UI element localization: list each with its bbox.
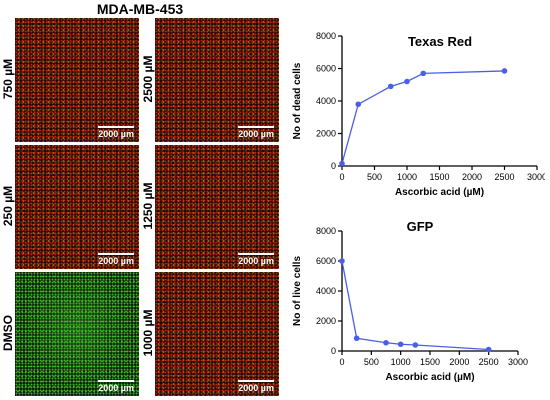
y-axis-label: No of dead cells (292, 62, 303, 139)
micrograph-750: 2000 µm (15, 18, 139, 142)
scale-label: 2000 µm (238, 129, 274, 139)
chart-title: Texas Red (408, 34, 472, 49)
scale-bar: 2000 µm (98, 380, 134, 393)
micrograph-1000: 2000 µm (155, 272, 279, 396)
micrograph-dmso: 2000 µm (15, 272, 139, 396)
figure-title: MDA-MB-453 (96, 1, 184, 17)
texas-red-data-point (420, 70, 427, 77)
y-tick-label: 6000 (316, 64, 336, 74)
x-tick-label: 1000 (397, 172, 417, 182)
y-tick-label: 8000 (316, 31, 336, 41)
texas-red-data-point (387, 83, 394, 90)
panel-label-1250: 1250 µM (141, 182, 155, 230)
x-axis-label: Ascorbic acid (µM) (385, 372, 474, 383)
panel-label-2500: 2500 µM (141, 55, 155, 103)
scale-label: 2000 µm (98, 383, 134, 393)
x-tick-label: 1000 (391, 357, 411, 367)
x-tick-label: 2500 (479, 357, 499, 367)
x-tick-label: 3000 (527, 172, 545, 182)
gfp-data-point (485, 346, 492, 353)
y-tick-label: 2000 (316, 316, 336, 326)
gfp-data-point (383, 339, 389, 346)
y-axis-label: No of live cells (292, 256, 303, 326)
x-tick-label: 1500 (429, 172, 449, 182)
chart-title: GFP (407, 220, 434, 234)
scale-label: 2000 µm (98, 256, 134, 266)
y-tick-label: 0 (331, 346, 336, 356)
gfp-data-point (412, 342, 419, 348)
scale-bar: 2000 µm (98, 253, 134, 266)
scale-bar: 2000 µm (238, 126, 274, 139)
y-tick-label: 4000 (316, 96, 336, 106)
scale-bar: 2000 µm (238, 380, 274, 393)
gfp-data-point (353, 335, 360, 342)
x-tick-label: 0 (339, 172, 344, 182)
y-tick-label: 2000 (316, 129, 336, 139)
x-tick-label: 2000 (449, 357, 469, 367)
texas-red-data-point (404, 78, 410, 85)
x-tick-label: 500 (364, 357, 379, 367)
scale-label: 2000 µm (238, 256, 274, 266)
micrograph-250: 2000 µm (15, 145, 139, 269)
gfp-series-line (341, 260, 489, 351)
texas-red-data-point (501, 68, 508, 74)
panel-label-dmso: DMSO (1, 315, 15, 351)
x-tick-label: 1500 (420, 357, 440, 367)
micrograph-1250: 2000 µm (155, 145, 279, 269)
x-tick-label: 2000 (462, 172, 482, 182)
micrograph-2500: 2000 µm (155, 18, 279, 142)
x-tick-label: 3000 (508, 357, 528, 367)
gfp-data-point (397, 341, 404, 348)
y-tick-label: 0 (331, 161, 336, 171)
panel-label-250: 250 µM (1, 185, 15, 227)
panel-label-1000: 1000 µM (141, 309, 155, 357)
x-axis-label: Ascorbic acid (µM) (395, 187, 484, 198)
y-tick-label: 8000 (316, 226, 336, 236)
y-tick-label: 6000 (316, 256, 336, 266)
y-tick-label: 4000 (316, 286, 336, 296)
gfp-chart: 0 500 1000 1500 2000 2500 3000 0 2000 4000 6000 800… (292, 220, 528, 383)
scale-label: 2000 µm (238, 383, 274, 393)
texas-red-data-point (355, 101, 362, 108)
x-tick-label: 500 (367, 172, 382, 182)
texas-red-chart: 0 500 1000 1500 2000 2500 3000 0 2000 4000 6000 800… (292, 31, 545, 198)
texas-red-data-point (339, 160, 345, 167)
scale-bar: 2000 µm (98, 126, 134, 139)
panel-label-750: 750 µM (1, 58, 15, 100)
scale-label: 2000 µm (98, 129, 134, 139)
scale-bar: 2000 µm (238, 253, 274, 266)
x-tick-label: 0 (339, 357, 344, 367)
gfp-data-point (339, 258, 345, 264)
x-tick-label: 2500 (494, 172, 514, 182)
texas-red-series-line (341, 70, 505, 164)
